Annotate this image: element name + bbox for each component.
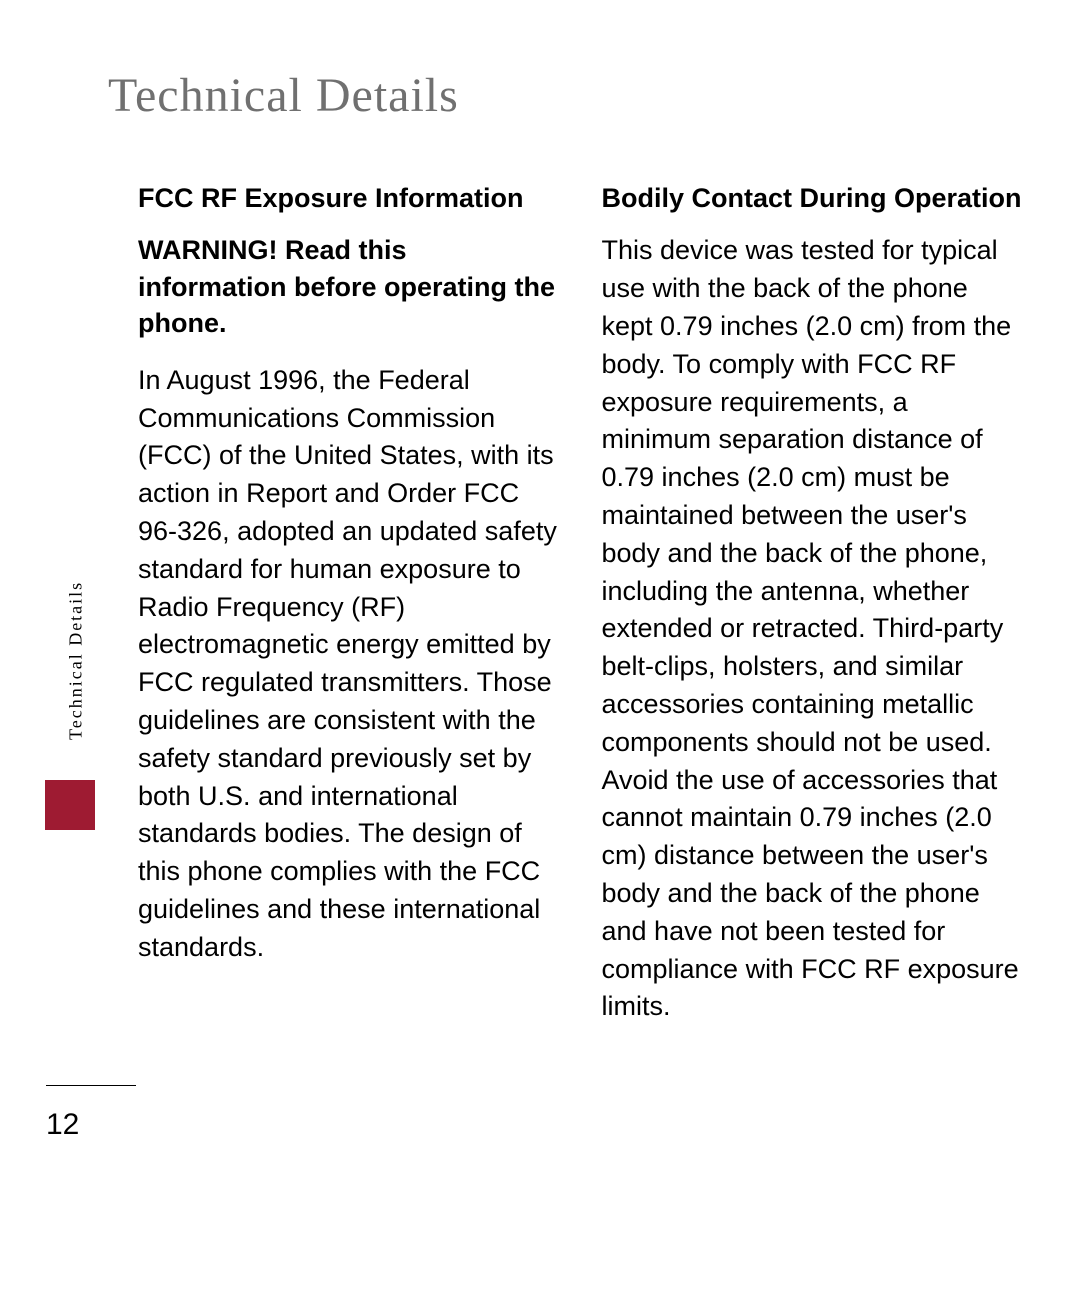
footer-divider	[46, 1085, 136, 1086]
left-column: FCC RF Exposure Information WARNING! Rea…	[138, 180, 560, 1026]
right-column: Bodily Contact During Operation This dev…	[602, 180, 1024, 1026]
side-tab-accent-bar	[45, 780, 95, 830]
left-body-text: In August 1996, the Federal Communicatio…	[138, 362, 560, 967]
right-section-heading: Bodily Contact During Operation	[602, 180, 1024, 216]
side-tab-label: Technical Details	[62, 550, 90, 770]
left-sub-heading: WARNING! Read this information before op…	[138, 232, 560, 341]
right-body-text: This device was tested for typical use w…	[602, 232, 1024, 1026]
page-title: Technical Details	[108, 68, 459, 123]
page-number: 12	[46, 1108, 79, 1142]
content-area: FCC RF Exposure Information WARNING! Rea…	[138, 180, 1023, 1026]
left-section-heading: FCC RF Exposure Information	[138, 180, 560, 216]
